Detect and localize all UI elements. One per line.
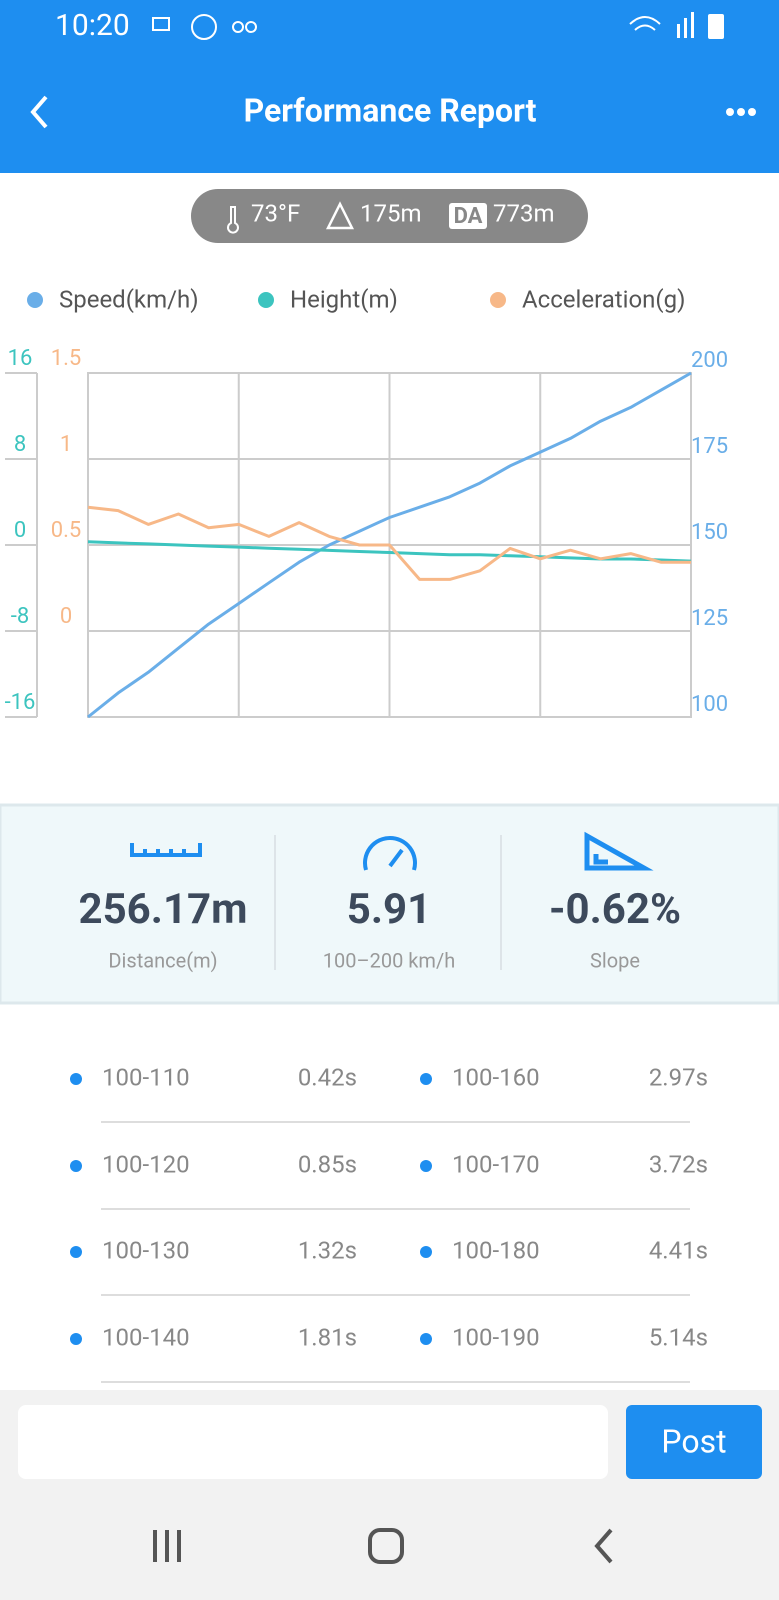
- status-icons: [152, 12, 724, 40]
- legend-label: Height(m): [290, 285, 398, 313]
- y3-tick-label: 0.5: [51, 518, 82, 543]
- split-range: 100-110: [102, 1063, 190, 1091]
- split-range: 100-140: [102, 1323, 190, 1351]
- y2-tick-label: 200: [691, 348, 728, 373]
- da-badge-bg: [449, 203, 487, 229]
- stat-value: -0.62%: [549, 885, 681, 934]
- page-title: Performance Report: [244, 91, 537, 129]
- temperature: 73°F: [251, 199, 300, 227]
- stat-value: 5.91: [347, 885, 431, 934]
- y3-tick-label: 0: [60, 604, 72, 629]
- legend-dot: [490, 292, 506, 308]
- splits-table: 100-110 0.42s 100-120 0.85s 100-130 1.32s 100-…: [70, 1063, 708, 1383]
- y2-tick-label: 125: [691, 606, 728, 631]
- gauge-needle: [388, 848, 404, 868]
- split-range: 100-170: [452, 1150, 540, 1178]
- post-button[interactable]: [626, 1405, 762, 1479]
- split-time: 5.14s: [649, 1323, 708, 1351]
- app-bar: [0, 0, 779, 173]
- chart: Speed(km/h) Height(m) Acceleration(g) -16 -8…: [5, 285, 728, 719]
- nav-back-button[interactable]: [594, 1528, 613, 1564]
- split-range: 100-180: [452, 1236, 540, 1264]
- bullet: [420, 1246, 432, 1258]
- legend-dot: [27, 292, 43, 308]
- split-time: 4.41s: [649, 1236, 708, 1264]
- mountain-icon: [325, 201, 355, 230]
- conditions-pill: [191, 189, 588, 243]
- recents-button[interactable]: [153, 1530, 181, 1562]
- y-tick-label: 16: [8, 346, 33, 371]
- series-line: [87, 371, 692, 719]
- legend-label: Acceleration(g): [522, 285, 685, 313]
- status-time: 10:20: [55, 8, 130, 43]
- comment-input[interactable]: [18, 1405, 608, 1479]
- thermometer-icon: [227, 206, 239, 234]
- split-range: 100-130: [102, 1236, 190, 1264]
- back-button[interactable]: [30, 95, 48, 129]
- y2-tick-label: 150: [691, 520, 728, 545]
- y3-tick-label: 1: [60, 432, 72, 457]
- da-badge: DA: [454, 204, 483, 229]
- home-button[interactable]: [368, 1528, 404, 1564]
- split-range: 100-160: [452, 1063, 540, 1091]
- stat-value: 256.17m: [78, 885, 247, 934]
- series-line: [87, 505, 691, 581]
- bullet: [70, 1073, 82, 1085]
- split-time: 1.81s: [298, 1323, 357, 1351]
- bullet: [420, 1073, 432, 1085]
- ruler-icon: [130, 843, 202, 857]
- split-time: 2.97s: [649, 1063, 708, 1091]
- altitude: 175m: [360, 199, 422, 227]
- y2-tick-label: 100: [691, 692, 728, 717]
- split-range: 100-120: [102, 1150, 190, 1178]
- y-tick-label: -8: [11, 604, 29, 629]
- bullet: [70, 1333, 82, 1345]
- legend-label: Speed(km/h): [59, 285, 199, 313]
- bullet: [70, 1160, 82, 1172]
- density-altitude: 773m: [493, 199, 555, 227]
- y-tick-label: 0: [14, 518, 26, 543]
- slope-icon: [584, 831, 654, 871]
- y3-tick-label: 1.5: [51, 346, 82, 371]
- bullet: [420, 1333, 432, 1345]
- stat-label: 100–200 km/h: [323, 948, 455, 972]
- y-tick-label: 8: [14, 432, 26, 457]
- split-time: 3.72s: [649, 1150, 708, 1178]
- stat-label: Slope: [590, 948, 640, 972]
- bullet: [420, 1160, 432, 1172]
- y2-tick-label: 175: [691, 434, 728, 459]
- split-time: 0.42s: [298, 1063, 357, 1091]
- stat-label: Distance(m): [108, 948, 217, 972]
- gauge-icon: [363, 836, 417, 871]
- post-label: Post: [661, 1422, 726, 1460]
- bullet: [70, 1246, 82, 1258]
- split-time: 1.32s: [298, 1236, 357, 1264]
- nav-bar: [153, 1528, 613, 1564]
- more-button[interactable]: [726, 108, 756, 116]
- split-time: 0.85s: [298, 1150, 357, 1178]
- series-line: [87, 540, 692, 563]
- legend-dot: [258, 292, 274, 308]
- split-range: 100-190: [452, 1323, 540, 1351]
- y-tick-label: -16: [5, 690, 36, 715]
